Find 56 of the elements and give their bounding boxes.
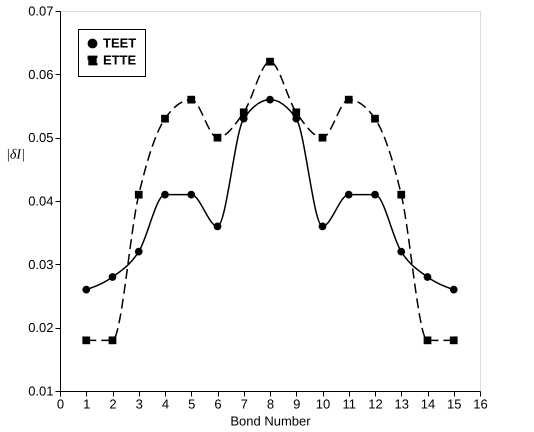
x-tick-label: 13 (394, 396, 409, 412)
point (344, 96, 353, 104)
point (292, 108, 300, 116)
point (371, 190, 379, 199)
y-tick-label: 0.07 (28, 4, 54, 18)
point (450, 336, 458, 344)
x-tick-label: 0 (56, 396, 64, 412)
y-tick-label: 0.04 (28, 194, 54, 208)
point (161, 190, 169, 199)
point (397, 248, 406, 256)
x-tick-label: 3 (136, 396, 143, 412)
point (187, 190, 196, 199)
point (344, 190, 353, 199)
x-tick-label: 11 (342, 396, 356, 412)
point (214, 222, 222, 230)
x-tick-label: 5 (188, 396, 196, 412)
point (240, 108, 248, 116)
point (82, 336, 90, 344)
point (134, 190, 143, 199)
x-tick-label: 15 (447, 396, 462, 412)
x-tick-label: 1 (83, 396, 90, 412)
x-tick-label: 8 (266, 396, 274, 412)
x-tick-label: 12 (368, 396, 383, 412)
x-tick-label: 9 (293, 396, 300, 412)
point (371, 114, 379, 123)
point (214, 134, 222, 142)
y-tick-label: 0.06 (28, 66, 54, 82)
point (108, 273, 116, 281)
point (266, 58, 274, 66)
point (318, 222, 326, 230)
point (161, 114, 169, 123)
point (318, 134, 326, 142)
x-axis-title: Bond Number (230, 414, 312, 428)
x-tick-label: 16 (473, 396, 488, 412)
point (108, 336, 116, 344)
y-tick-label: 0.02 (28, 320, 54, 336)
y-axis-title: |δI| (6, 148, 25, 162)
point (266, 96, 274, 104)
legend-label: ETTE (103, 52, 137, 68)
x-tick-label: 2 (109, 396, 117, 412)
y-tick-label: 0.01 (28, 384, 54, 398)
point (187, 96, 196, 104)
y-tick-label: 0.05 (28, 130, 54, 146)
x-tick-label: 4 (162, 396, 170, 412)
point (82, 286, 90, 294)
y-tick-label: 0.03 (28, 256, 54, 272)
x-tick-label: 10 (316, 396, 330, 412)
x-tick-label: 14 (420, 396, 436, 412)
point (424, 273, 432, 281)
point (450, 286, 458, 294)
x-tick-label: 6 (214, 396, 222, 412)
point (424, 336, 432, 344)
x-tick-label: 7 (240, 396, 248, 412)
point (134, 248, 143, 256)
legend-label: TEET (103, 36, 136, 50)
point (397, 190, 406, 199)
